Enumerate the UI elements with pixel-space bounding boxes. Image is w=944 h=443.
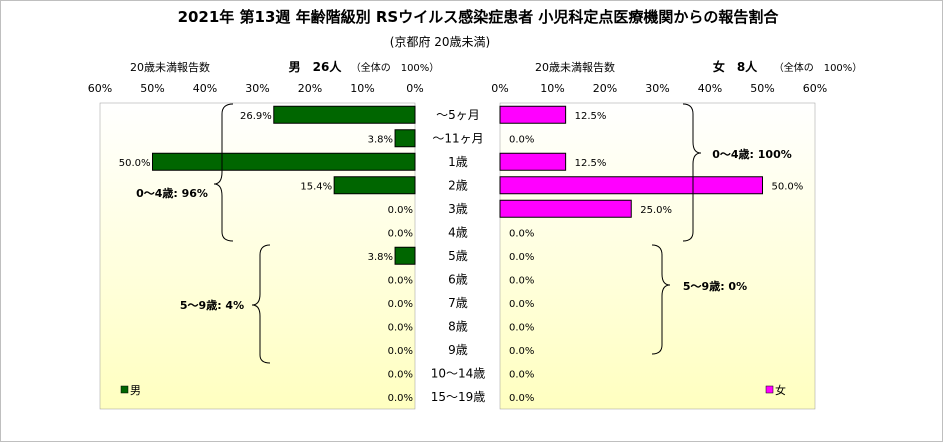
male-data-label: 0.0% [388, 275, 413, 286]
female-brace-0-4 [682, 103, 702, 242]
female-data-label: 0.0% [509, 369, 534, 380]
female-axis-label: 20歳未満報告数 [535, 61, 615, 74]
female-data-label: 0.0% [509, 252, 534, 263]
female-data-label: 0.0% [509, 393, 534, 404]
age-category-label: 2歳 [448, 178, 468, 192]
male-bar [273, 105, 416, 124]
male-legend-swatch [120, 385, 129, 394]
male-tick-label: 0% [406, 82, 423, 95]
male-tick-label: 50% [140, 82, 164, 95]
female-bar [499, 199, 632, 218]
male-annotation-0-4: 0～4歳: 96% [136, 186, 208, 200]
female-data-label: 0.0% [509, 228, 534, 239]
female-data-label: 50.0% [772, 181, 804, 192]
male-data-label: 26.9% [240, 111, 272, 122]
male-tick-label: 20% [298, 82, 322, 95]
male-data-label: 0.0% [388, 228, 413, 239]
age-category-label: 5歳 [448, 249, 468, 263]
female-data-label: 0.0% [509, 346, 534, 357]
male-data-label: 15.4% [300, 181, 332, 192]
age-category-label: 10～14歳 [431, 366, 486, 380]
female-data-label: 0.0% [509, 299, 534, 310]
female-annotation-0-4: 0～4歳: 100% [712, 147, 792, 161]
female-header: 女 8人 [713, 59, 758, 74]
female-data-label: 12.5% [575, 158, 607, 169]
female-data-label: 25.0% [640, 205, 672, 216]
female-tick-label: 50% [750, 82, 774, 95]
age-category-label: 7歳 [448, 296, 468, 310]
male-legend-label: 男 [130, 384, 141, 397]
female-legend-label: 女 [775, 383, 786, 397]
male-tick-label: 10% [350, 82, 374, 95]
female-bar [499, 105, 567, 124]
male-axis-label: 20歳未満報告数 [130, 61, 210, 74]
male-data-label: 3.8% [368, 252, 393, 263]
male-total-note: （全体の 100%） [351, 61, 440, 74]
chart-subtitle: (京都府 20歳未満) [390, 34, 490, 49]
male-data-label: 0.0% [388, 393, 413, 404]
male-annotation-5-9: 5～9歳: 4% [180, 298, 244, 312]
age-category-label: ～11ヶ月 [432, 131, 483, 145]
male-data-label: 0.0% [388, 346, 413, 357]
female-data-label: 0.0% [509, 275, 534, 286]
female-tick-label: 40% [698, 82, 722, 95]
male-data-label: 0.0% [388, 299, 413, 310]
female-data-label: 0.0% [509, 322, 534, 333]
age-category-label: 15～19歳 [431, 390, 486, 404]
age-category-label: 4歳 [448, 225, 468, 239]
male-data-label: 0.0% [388, 369, 413, 380]
male-data-label: 3.8% [368, 134, 393, 145]
male-brace-5-9 [251, 244, 271, 364]
male-brace-0-4 [213, 103, 234, 242]
male-bar [394, 129, 416, 148]
female-tick-label: 10% [540, 82, 564, 95]
male-data-label: 0.0% [388, 205, 413, 216]
male-bar [333, 176, 416, 195]
male-tick-label: 60% [88, 82, 112, 95]
male-data-label: 0.0% [388, 322, 413, 333]
male-bar [152, 152, 416, 171]
male-tick-label: 40% [193, 82, 217, 95]
age-category-label: 8歳 [448, 319, 468, 333]
female-total-note: （全体の 100%） [774, 61, 863, 74]
age-category-label: ～5ヶ月 [436, 108, 480, 122]
female-data-label: 12.5% [575, 111, 607, 122]
age-category-label: 9歳 [448, 343, 468, 357]
male-header: 男 26人 [289, 59, 343, 74]
male-data-label: 50.0% [119, 158, 151, 169]
female-tick-label: 30% [645, 82, 669, 95]
age-category-label: 3歳 [448, 202, 468, 216]
female-bar [499, 176, 763, 195]
chart-title: 2021年 第13週 年齢階級別 RSウイルス感染症患者 小児科定点医療機関から… [178, 8, 780, 26]
female-tick-label: 60% [803, 82, 827, 95]
age-category-label: 1歳 [448, 155, 468, 169]
male-bar [394, 246, 416, 265]
male-tick-label: 30% [245, 82, 269, 95]
female-data-label: 0.0% [509, 134, 534, 145]
female-annotation-5-9: 5～9歳: 0% [683, 279, 747, 293]
female-brace-5-9 [651, 244, 671, 355]
female-bar [499, 152, 567, 171]
age-category-label: 6歳 [448, 272, 468, 286]
female-tick-label: 0% [491, 82, 508, 95]
female-tick-label: 20% [593, 82, 617, 95]
female-legend-swatch [765, 385, 774, 394]
